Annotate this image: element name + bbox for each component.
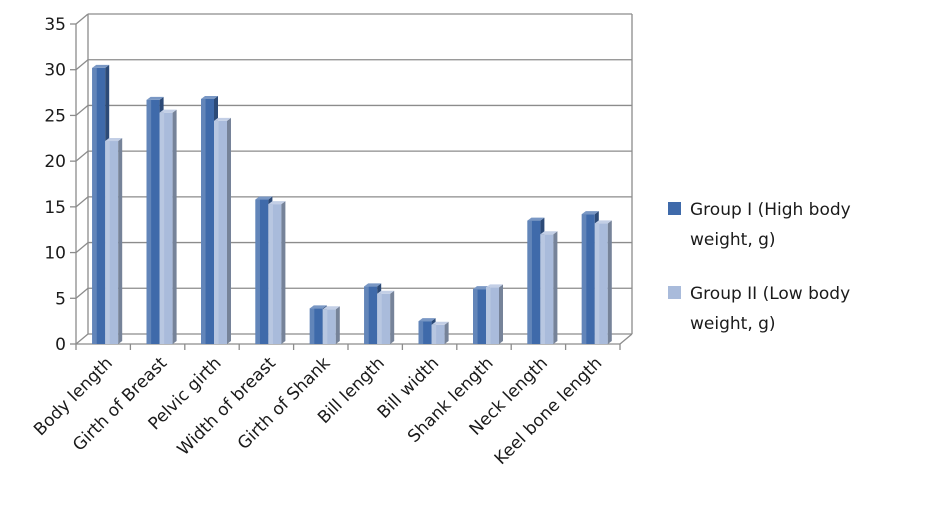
bar	[377, 290, 395, 344]
bar-top	[322, 306, 340, 310]
bar	[322, 306, 340, 344]
bar-top	[214, 117, 231, 121]
bar	[594, 220, 612, 344]
gridline-side	[75, 150, 89, 162]
legend-label: weight, g)	[690, 230, 776, 250]
bar-highlight	[527, 220, 532, 344]
bar-top	[486, 284, 503, 288]
bar-top	[581, 211, 599, 215]
bar-top	[105, 138, 123, 142]
bar-highlight	[309, 308, 315, 344]
bars	[92, 64, 612, 345]
bar-highlight	[214, 120, 219, 345]
bar-highlight	[581, 214, 587, 344]
bar-side	[390, 290, 395, 344]
legend-label: Group II (Low body	[690, 284, 850, 304]
bar-side	[607, 220, 612, 344]
x-tick-label: Width of breast	[174, 353, 281, 460]
legend-swatch	[668, 202, 681, 215]
bar-highlight	[473, 289, 478, 344]
bar-highlight	[201, 98, 206, 344]
bar	[105, 138, 123, 344]
bar-top	[527, 217, 545, 221]
bar-side	[118, 138, 123, 344]
gridline-side	[75, 59, 89, 71]
legend-entry: Group II (Low body weight, g)	[668, 284, 850, 334]
bar-top	[146, 96, 164, 100]
bar-top	[473, 286, 490, 290]
bar-highlight	[146, 99, 152, 344]
bar	[540, 231, 558, 344]
bar	[486, 284, 503, 344]
legend-label: Group I (High body	[690, 200, 851, 220]
bar-highlight	[255, 199, 260, 344]
bar	[268, 201, 286, 344]
bar-highlight	[268, 204, 273, 344]
bar-highlight	[486, 287, 491, 344]
bar-top	[364, 283, 382, 287]
floor-edge	[619, 333, 633, 345]
bar-highlight	[418, 321, 424, 344]
bar-side	[227, 117, 231, 345]
legend-label: weight, g)	[690, 314, 776, 334]
bar-highlight	[322, 309, 328, 344]
gridline-side	[75, 196, 89, 208]
y-tick-label: 0	[55, 335, 66, 355]
bar-highlight	[377, 293, 382, 344]
gridlines	[75, 13, 632, 345]
y-tick-label: 25	[44, 106, 66, 126]
bar-side	[281, 201, 286, 344]
x-tick-label: Girth of Breast	[69, 353, 171, 455]
bar-top	[159, 109, 177, 113]
bar-top	[92, 64, 110, 68]
bar-highlight	[105, 141, 110, 344]
bar-top	[268, 201, 286, 205]
bar	[159, 109, 177, 344]
bar-side	[335, 306, 340, 344]
bar-highlight	[594, 223, 600, 344]
bar	[418, 318, 436, 344]
bar-highlight	[364, 286, 369, 344]
bar	[431, 321, 449, 344]
gridline-side	[75, 13, 89, 25]
y-tick-label: 20	[44, 152, 66, 172]
legend-entry: Group I (High body weight, g)	[668, 200, 851, 250]
gridline-side	[75, 287, 89, 299]
y-tick-label: 30	[44, 61, 66, 81]
legend-swatch	[668, 286, 681, 299]
bar-top	[540, 231, 558, 235]
gridline-side	[75, 333, 89, 345]
bar-top	[201, 95, 218, 99]
bar-top	[377, 290, 395, 294]
bar-top	[431, 321, 449, 325]
bar-top	[309, 305, 327, 309]
gridline-side	[75, 104, 89, 116]
y-tick-label: 35	[44, 15, 66, 35]
y-tick-label: 10	[44, 244, 66, 264]
bar-side	[499, 284, 503, 344]
y-tick-label: 5	[55, 289, 66, 309]
bar-top	[255, 196, 273, 200]
bar-highlight	[431, 324, 437, 344]
y-tick-label: 15	[44, 198, 66, 218]
bar-side	[172, 109, 177, 344]
gridline-side	[75, 242, 89, 254]
bar	[214, 117, 231, 345]
bar-side	[444, 321, 449, 344]
bar-top	[594, 220, 612, 224]
bar-top	[418, 318, 436, 322]
bar-highlight	[540, 234, 545, 344]
x-tick-label: Girth of Shank	[234, 353, 335, 454]
bar-side	[553, 231, 558, 344]
bar-highlight	[159, 112, 165, 344]
y-axis-ticks: 0 5 10 15 20 25 30 35	[44, 15, 76, 355]
bar-highlight	[92, 67, 97, 344]
